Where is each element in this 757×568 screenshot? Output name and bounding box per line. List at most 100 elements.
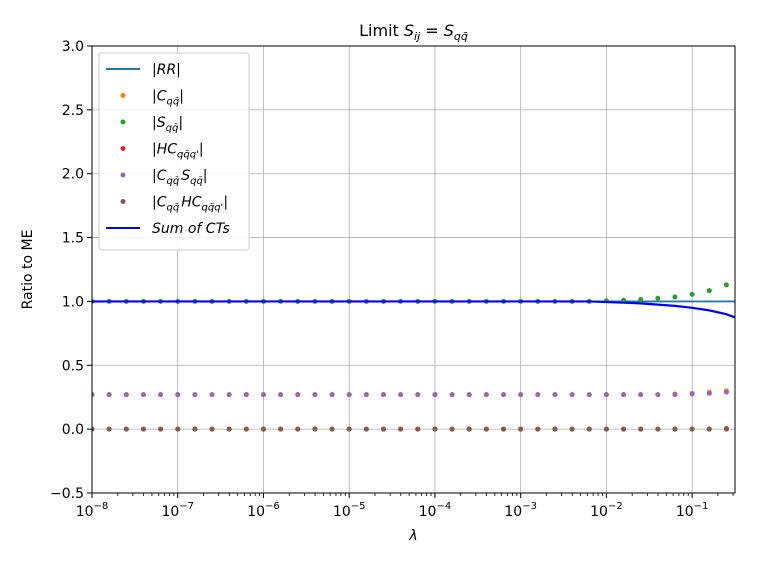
data-point: [655, 426, 661, 432]
data-point: [621, 426, 627, 432]
legend-label: |Sqq̄|: [152, 115, 183, 134]
y-tick-label: 0.5: [62, 358, 84, 374]
data-point: [158, 392, 164, 398]
y-tick-label: 1.0: [62, 294, 84, 310]
data-point: [363, 392, 369, 398]
data-point: [415, 426, 421, 432]
data-point: [226, 392, 232, 398]
data-point: [569, 392, 575, 398]
data-point: [329, 392, 335, 398]
data-point: [260, 392, 266, 398]
y-tick-label: 2.5: [62, 103, 84, 119]
series-line: [92, 300, 735, 319]
data-point: [140, 426, 146, 432]
data-point: [501, 426, 507, 432]
data-point: [603, 392, 609, 398]
legend-label: |Cqq̄|: [152, 89, 184, 108]
data-point: [518, 426, 524, 432]
data-point: [638, 297, 644, 303]
x-tick-label: 10−2: [590, 501, 623, 520]
plot-frame: [91, 45, 736, 494]
data-point: [638, 426, 644, 432]
data-point: [380, 392, 386, 398]
data-point: [621, 297, 627, 303]
legend-label: |HCqq̄q'|: [152, 142, 204, 161]
x-tick-label: 10−4: [419, 501, 452, 520]
data-point: [398, 392, 404, 398]
data-point: [432, 392, 438, 398]
data-point: [140, 392, 146, 398]
data-point: [449, 392, 455, 398]
chart-title: Limit Sij = Sqq̄: [359, 21, 468, 43]
data-point: [586, 392, 592, 398]
data-point: [106, 392, 112, 398]
data-point: [466, 426, 472, 432]
data-point: [329, 426, 335, 432]
data-point: [518, 392, 524, 398]
data-point: [655, 295, 661, 301]
data-point: [346, 392, 352, 398]
data-point: [106, 426, 112, 432]
data-point: [689, 426, 695, 432]
data-point: [723, 282, 729, 288]
x-tick-label: 10−8: [76, 501, 109, 520]
data-point: [158, 426, 164, 432]
data-point: [209, 426, 215, 432]
data-point: [689, 291, 695, 297]
data-point: [432, 426, 438, 432]
series-group: [92, 282, 735, 432]
data-point: [278, 392, 284, 398]
data-point: [209, 392, 215, 398]
x-tick-label: 10−7: [161, 501, 194, 520]
data-point: [398, 426, 404, 432]
x-tick-label: 10−5: [333, 501, 366, 520]
data-point: [483, 392, 489, 398]
legend-dot-swatch: [120, 119, 126, 125]
data-point: [123, 392, 129, 398]
data-point: [192, 426, 198, 432]
data-point: [278, 426, 284, 432]
plot-series: [92, 282, 735, 432]
data-point: [192, 392, 198, 398]
data-point: [483, 426, 489, 432]
legend-label: Sum of CTs: [152, 221, 230, 237]
data-point: [312, 392, 318, 398]
data-point: [569, 426, 575, 432]
legend-label: |Cqq̄ Sqq̄|: [152, 168, 208, 187]
data-point: [449, 426, 455, 432]
data-point: [243, 426, 249, 432]
data-point: [621, 392, 627, 398]
data-point: [380, 426, 386, 432]
y-tick-label: 1.5: [62, 231, 84, 247]
data-point: [346, 426, 352, 432]
data-point: [689, 391, 695, 397]
data-point: [603, 426, 609, 432]
legend-dot-swatch: [120, 199, 126, 204]
data-point: [706, 288, 712, 294]
y-tick-label: −0.5: [50, 486, 84, 502]
data-point: [501, 392, 507, 398]
data-point: [638, 392, 644, 398]
data-point: [312, 426, 318, 432]
legend-dot-swatch: [120, 146, 126, 151]
data-point: [92, 392, 95, 398]
legend-label: |RR|: [152, 62, 181, 78]
data-point: [706, 426, 712, 432]
data-point: [672, 426, 678, 432]
data-point: [655, 392, 661, 398]
data-point: [123, 426, 129, 432]
data-point: [535, 392, 541, 398]
y-axis-label: Ratio to ME: [20, 230, 36, 310]
data-point: [415, 392, 421, 398]
data-point: [295, 426, 301, 432]
data-point: [295, 392, 301, 398]
legend-label: |Cqq̄ HCqq̄q'|: [152, 195, 228, 214]
legend-dot-swatch: [120, 172, 126, 178]
data-point: [535, 426, 541, 432]
data-point: [552, 426, 558, 432]
legend-dot-swatch: [120, 93, 126, 98]
data-point: [260, 426, 266, 432]
x-tick-label: 10−1: [676, 501, 709, 520]
x-tick-label: 10−3: [504, 501, 537, 520]
